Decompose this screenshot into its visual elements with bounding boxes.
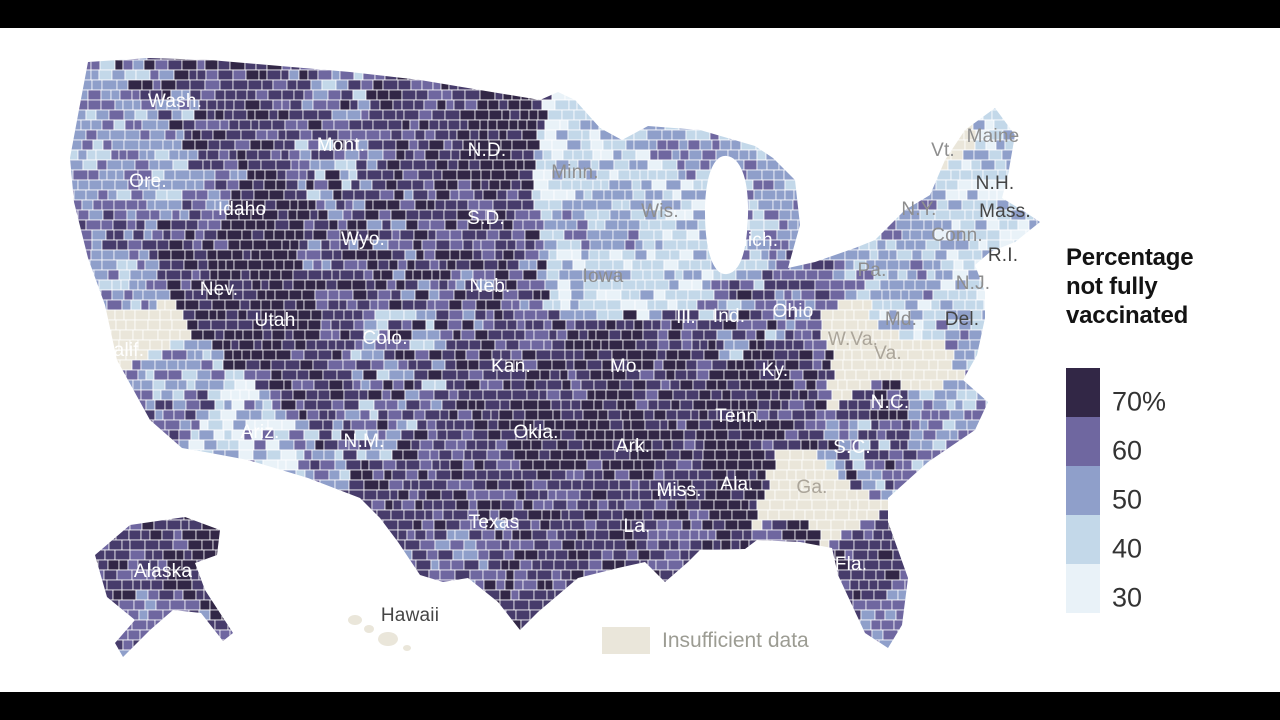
insufficient-data-label: Insufficient data xyxy=(662,628,809,652)
insufficient-data-swatch xyxy=(602,627,650,654)
legend-tick-label: 60 xyxy=(1112,435,1143,466)
legend-title-line-1: Percentage xyxy=(1066,244,1194,271)
legend-title: Percentage not fully vaccinated xyxy=(1066,243,1276,330)
hawaii-islands xyxy=(348,615,411,651)
legend-color-block xyxy=(1066,515,1100,564)
county-mosaic xyxy=(70,58,1040,657)
us-county-choropleth-map xyxy=(70,58,1040,657)
letterbox-top-bar xyxy=(0,0,1280,28)
hawaii-island xyxy=(348,615,362,625)
legend-tick-label: 70% xyxy=(1112,386,1167,417)
insufficient-data-legend: Insufficient data xyxy=(602,627,809,654)
legend-color-block xyxy=(1066,368,1100,417)
legend-color-block xyxy=(1066,417,1100,466)
map-legend: Percentage not fully vaccinated 70% 60 50 4… xyxy=(1066,243,1276,613)
hawaii-island xyxy=(403,645,411,651)
legend-tick-label: 50 xyxy=(1112,484,1143,515)
hawaii-island xyxy=(364,625,374,633)
legend-color-block xyxy=(1066,564,1100,613)
hawaii-island xyxy=(378,632,398,646)
legend-title-line-2: not fully xyxy=(1066,273,1158,300)
legend-tick-label: 30 xyxy=(1112,582,1143,613)
legend-color-scale: 70% 60 50 40 30 xyxy=(1066,368,1166,613)
legend-color-block xyxy=(1066,466,1100,515)
legend-tick-label: 40 xyxy=(1112,533,1143,564)
legend-title-line-3: vaccinated xyxy=(1066,302,1189,329)
letterbox-bottom-bar xyxy=(0,692,1280,720)
